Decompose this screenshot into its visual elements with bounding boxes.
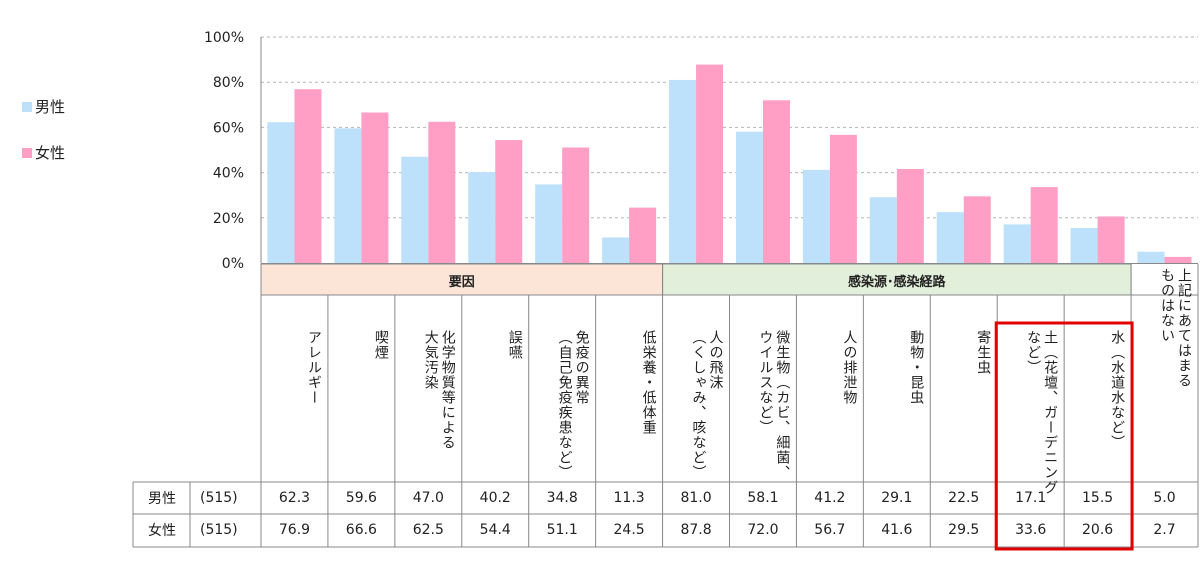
table-cell: 62.5: [412, 522, 444, 538]
table-cell: 24.5: [613, 522, 645, 538]
bar-male: [602, 237, 630, 263]
table-cell: 11.3: [613, 490, 645, 506]
bar-female: [361, 112, 389, 263]
category-label: 寄生虫: [975, 330, 992, 375]
bar-female: [762, 100, 790, 263]
group-label: 要因: [448, 274, 475, 290]
category-label: 化学物質等による 大気汚染: [422, 330, 456, 450]
highlight-rect: [994, 321, 1134, 551]
legend-male-swatch: [22, 101, 32, 112]
bar-male: [802, 169, 830, 263]
y-tick-labels: 0% 20% 40% 60% 80% 100%: [204, 30, 244, 272]
category-label: 土（花壇、ガーデニング など）: [1025, 330, 1059, 495]
table-cell: 5.0: [1153, 490, 1176, 506]
legend-female: 女性: [22, 142, 65, 163]
table-lines: [132, 263, 1199, 548]
bar-female: [829, 134, 857, 263]
legend-female-swatch: [22, 147, 32, 158]
table-row-label: 男性: [148, 491, 176, 507]
bar-male: [1003, 224, 1031, 263]
table-cell: 41.2: [814, 490, 846, 506]
bar-male: [535, 184, 563, 263]
bar-male: [1070, 227, 1098, 263]
category-label: 免疫の異常 （自己免疫疾患など）: [556, 330, 590, 480]
table-row-n: (515): [200, 490, 238, 506]
bar-female: [294, 89, 322, 264]
bar-female: [696, 64, 724, 264]
bar-male: [869, 197, 897, 263]
bar-female: [896, 168, 924, 263]
table-cell: 29.5: [948, 522, 980, 538]
bar-female: [1097, 216, 1125, 263]
y-tick-label: 40%: [213, 166, 244, 182]
legend-male: 男性: [22, 96, 65, 117]
category-label: 上記にあてはまる ものはない: [1158, 268, 1192, 388]
bar-male: [1137, 251, 1165, 263]
category-label: 微生物（カビ、細菌、 ウイルスなど）: [757, 330, 791, 480]
table-cell: 47.0: [412, 490, 444, 506]
table-cell: 51.1: [546, 522, 578, 538]
bar-male: [401, 156, 429, 263]
category-label: 人の排泄物: [841, 330, 858, 405]
category-label: アレルギー: [305, 330, 322, 405]
bar-female: [1164, 256, 1192, 263]
table-cell: 29.1: [881, 490, 913, 506]
bar-female: [629, 207, 657, 263]
group-label: 感染源･感染経路: [848, 274, 946, 290]
table-cell: 33.6: [1015, 522, 1047, 538]
bar-male: [936, 212, 964, 263]
bar-male: [735, 131, 763, 263]
bar-male: [267, 122, 295, 264]
table-cell: 22.5: [948, 490, 980, 506]
group-band: [662, 263, 1132, 296]
table-cell: 59.6: [345, 490, 377, 506]
highlight-box: [994, 321, 1134, 551]
table-cell: 40.2: [479, 490, 511, 506]
legend-male-label: 男性: [35, 98, 66, 116]
bar-female: [1030, 187, 1058, 263]
table-cell: 76.9: [278, 522, 311, 538]
table-cell: 2.7: [1153, 522, 1176, 538]
y-tick-label: 0%: [222, 256, 244, 272]
table-cell: 56.7: [814, 522, 846, 538]
group-bands: [260, 263, 1132, 296]
bar-female: [562, 147, 590, 263]
bar-male: [334, 128, 362, 263]
y-tick-label: 100%: [204, 30, 244, 46]
bar-female: [495, 140, 523, 263]
table-cell: 34.8: [546, 490, 578, 506]
table-row-n: (515): [200, 522, 238, 538]
y-tick-label: 20%: [213, 211, 244, 227]
category-label: 人の飛沫 （くしゃみ、咳など）: [690, 330, 724, 480]
bar-female: [428, 121, 456, 263]
bar-male: [468, 172, 496, 263]
y-tick-label: 80%: [213, 75, 244, 91]
category-label: 低栄養・低体重: [640, 330, 657, 435]
table-cell: 66.6: [345, 522, 377, 538]
table-row-label: 女性: [148, 523, 176, 539]
table-cell: 58.1: [747, 490, 779, 506]
table-cell: 87.8: [680, 522, 712, 538]
table-cell: 62.3: [278, 490, 311, 506]
table-cell: 54.4: [479, 522, 511, 538]
table-cell: 81.0: [680, 490, 712, 506]
table-cell: 72.0: [747, 522, 779, 538]
category-label: 水（水道水など）: [1109, 330, 1126, 450]
category-label: 動物・昆虫: [908, 330, 925, 405]
table-cell: 17.1: [1015, 490, 1047, 506]
table-cell: 41.6: [881, 522, 913, 538]
legend-female-label: 女性: [35, 144, 66, 162]
category-label: 誤嚥: [506, 330, 523, 360]
bar-male: [669, 79, 697, 263]
y-tick-label: 60%: [213, 120, 244, 136]
table-cell: 20.6: [1082, 522, 1114, 538]
bar-female: [963, 196, 991, 263]
group-band: [260, 263, 664, 296]
bars: [267, 64, 1192, 264]
table-cell: 15.5: [1082, 490, 1114, 506]
category-label: 喫煙: [372, 330, 389, 360]
